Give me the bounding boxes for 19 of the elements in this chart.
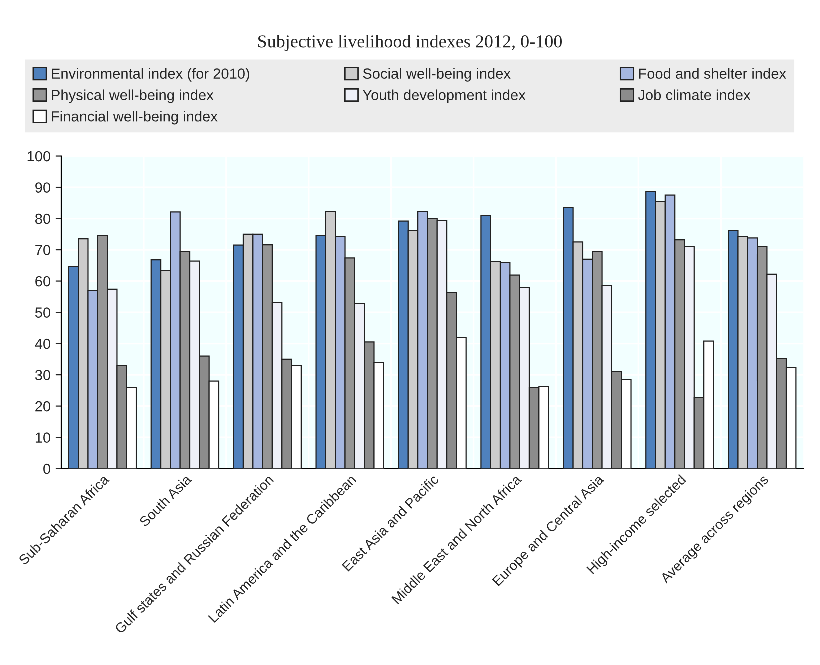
- y-tick-label: 80: [35, 214, 51, 224]
- y-tick-label: 0: [44, 464, 51, 474]
- y-tick-label: 40: [35, 338, 51, 350]
- y-tick-label: 90: [36, 182, 51, 193]
- y-tick-label: 10: [36, 432, 51, 443]
- y-tick-label: 60: [36, 276, 51, 287]
- legend-label: Social well-being index: [363, 68, 511, 82]
- legend-label: Financial well-being index: [52, 111, 218, 125]
- chart-title: Subjective livelihood indexes 2012, 0-100: [258, 35, 562, 52]
- legend-label: Food and shelter index: [639, 68, 786, 80]
- legend-label: Environmental index (for 2010): [52, 68, 250, 82]
- y-tick-label: 30: [35, 370, 51, 380]
- legend-label: Job climate index: [638, 90, 751, 100]
- legend-label: Physical well-being index: [52, 90, 214, 104]
- y-tick-label: 50: [35, 308, 51, 318]
- legend-label: Youth development index: [362, 90, 526, 104]
- y-tick-label: 100: [28, 151, 51, 162]
- y-tick-label: 20: [36, 401, 51, 412]
- y-tick-label: 70: [36, 245, 51, 256]
